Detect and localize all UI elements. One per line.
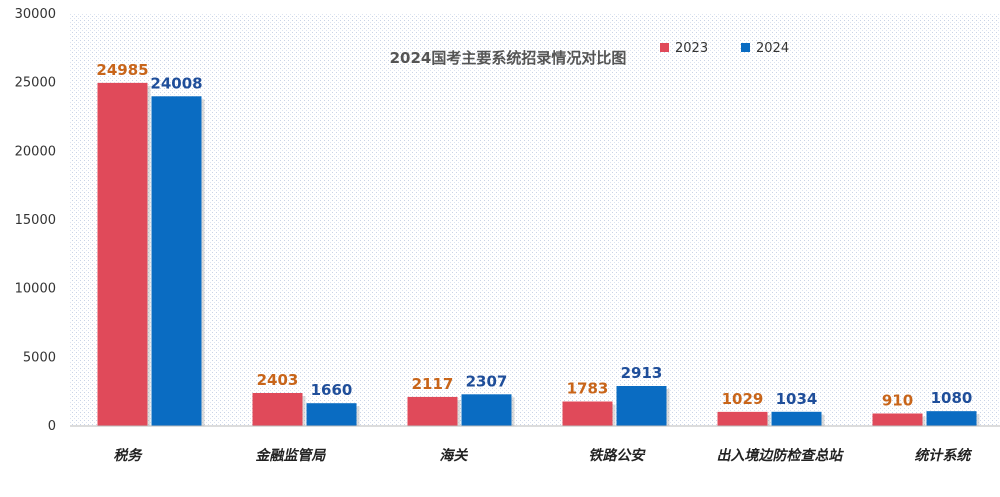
data-label-2023-4: 1029 — [722, 390, 764, 408]
data-label-2024-3: 2913 — [621, 364, 663, 382]
chart-title: 2024国考主要系统招录情况对比图 — [390, 49, 627, 67]
bar-2023-3 — [562, 401, 613, 426]
bars — [97, 82, 980, 426]
bar-2024-4 — [771, 411, 822, 426]
data-label-2023-3: 1783 — [567, 380, 609, 398]
y-tick-label: 0 — [48, 419, 56, 434]
x-tick-label: 统计系统 — [914, 447, 974, 464]
bar-2023-0 — [97, 82, 148, 426]
plot-background — [70, 14, 1000, 426]
legend-label-2024: 2024 — [756, 41, 789, 56]
bar-2023-5 — [872, 413, 923, 426]
y-tick-label: 30000 — [15, 7, 56, 22]
x-tick-label: 出入境边防检查总站 — [716, 447, 845, 464]
data-label-2024-4: 1034 — [776, 390, 818, 408]
x-tick-label: 海关 — [439, 447, 471, 464]
bar-2023-2 — [407, 396, 458, 426]
bar-2023-1 — [252, 392, 303, 426]
x-tick-label: 金融监管局 — [254, 447, 328, 464]
data-label-2023-1: 2403 — [257, 371, 299, 389]
legend-label-2023: 2023 — [675, 41, 708, 56]
y-axis: 0 5000 10000 15000 20000 25000 30000 — [15, 7, 56, 434]
bar-2023-4 — [717, 411, 768, 426]
bar-2024-2 — [461, 394, 512, 426]
bar-2024-0 — [151, 96, 202, 426]
bar-2024-1 — [306, 403, 357, 426]
bar-2024-5 — [926, 411, 977, 426]
x-tick-label: 税务 — [113, 447, 145, 464]
x-axis: 税务 金融监管局 海关 铁路公安 出入境边防检查总站 统计系统 — [70, 425, 1000, 464]
data-label-2023-2: 2117 — [412, 375, 454, 393]
bar-2024-3 — [616, 385, 667, 426]
x-tick-label: 铁路公安 — [588, 447, 648, 464]
data-label-2024-0: 24008 — [150, 74, 202, 92]
data-label-2024-1: 1660 — [311, 381, 353, 399]
legend-swatch-2023 — [660, 43, 669, 52]
legend-swatch-2024 — [741, 43, 750, 52]
data-label-2024-5: 1080 — [931, 389, 973, 407]
y-tick-label: 25000 — [15, 76, 56, 91]
legend: 2023 2024 — [660, 41, 789, 56]
data-label-2023-5: 910 — [882, 392, 913, 410]
y-tick-label: 20000 — [15, 144, 56, 159]
y-tick-label: 10000 — [15, 282, 56, 297]
data-label-2023-0: 24985 — [96, 61, 148, 79]
data-label-2024-2: 2307 — [466, 372, 508, 390]
y-tick-label: 15000 — [15, 213, 56, 228]
y-tick-label: 5000 — [23, 350, 56, 365]
